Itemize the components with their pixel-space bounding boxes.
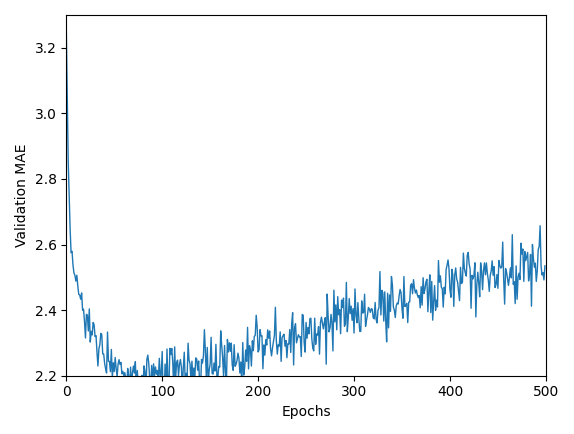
Y-axis label: Validation MAE: Validation MAE (15, 144, 29, 247)
X-axis label: Epochs: Epochs (281, 405, 331, 419)
